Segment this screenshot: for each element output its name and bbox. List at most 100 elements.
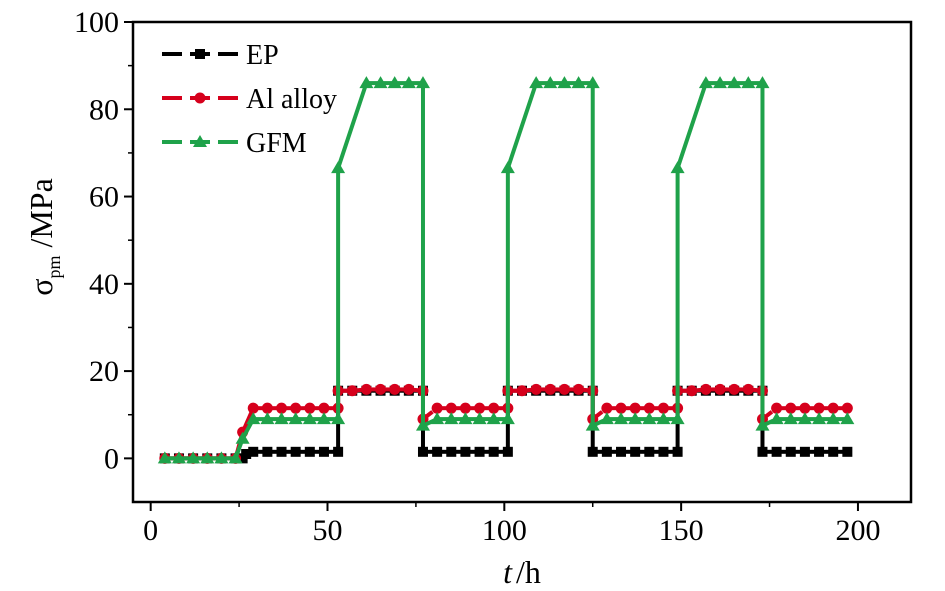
x-tick-label: 0	[143, 514, 158, 547]
data-point	[601, 402, 613, 414]
data-point	[642, 412, 657, 425]
legend: EP Al alloy GFM	[162, 40, 337, 159]
data-point	[302, 412, 317, 425]
data-point	[274, 412, 289, 425]
y-axis-label-unit: /MPa	[23, 178, 59, 247]
legend-marker	[195, 49, 205, 59]
data-point	[472, 412, 487, 425]
data-point	[601, 446, 612, 457]
data-point	[755, 418, 770, 431]
data-point	[585, 418, 600, 431]
series-line-segment	[336, 82, 369, 169]
data-point	[813, 402, 825, 414]
data-point	[698, 76, 713, 89]
data-point	[757, 446, 768, 457]
data-point	[248, 446, 259, 457]
data-point	[644, 446, 655, 457]
data-point	[460, 446, 471, 457]
x-axis-label-variable: t	[503, 554, 513, 590]
data-point	[783, 412, 798, 425]
data-point	[261, 402, 273, 414]
data-point	[769, 412, 784, 425]
data-point	[444, 412, 459, 425]
data-point	[500, 412, 515, 425]
data-point	[459, 402, 471, 414]
data-point	[500, 161, 515, 174]
data-point	[544, 383, 556, 395]
series-line-segment	[675, 82, 708, 169]
data-point	[246, 412, 261, 425]
legend-marker	[194, 92, 206, 104]
data-point	[799, 402, 811, 414]
legend-item-al-alloy: Al alloy	[162, 84, 337, 115]
data-point	[415, 76, 430, 89]
data-point	[331, 161, 346, 174]
data-point	[415, 418, 430, 431]
data-point	[488, 446, 499, 457]
data-point	[785, 402, 797, 414]
data-point	[614, 412, 629, 425]
data-point	[430, 412, 445, 425]
data-point	[842, 446, 853, 457]
data-point	[417, 446, 428, 457]
x-tick-label: 150	[659, 514, 704, 547]
x-tick-label: 200	[835, 514, 880, 547]
data-point	[771, 446, 782, 457]
legend-item-ep: EP	[162, 40, 279, 71]
data-point	[714, 383, 726, 395]
x-axis-label: t/h	[503, 554, 541, 590]
axis-labels: t/h σpm/MPa	[23, 178, 541, 590]
data-point	[741, 76, 756, 89]
y-axis-label-subscript: pm	[44, 256, 64, 279]
legend-label: GFM	[246, 128, 307, 159]
data-point	[657, 402, 669, 414]
data-point	[727, 76, 742, 89]
data-point	[840, 412, 855, 425]
data-point	[629, 402, 641, 414]
data-point	[445, 402, 457, 414]
legend-label: Al alloy	[246, 84, 337, 115]
y-tick-label: 0	[104, 442, 119, 475]
data-point	[401, 76, 416, 89]
data-point	[812, 412, 827, 425]
plot-frame	[131, 20, 913, 504]
data-point	[742, 383, 754, 395]
data-point	[262, 446, 273, 457]
data-point	[643, 402, 655, 414]
data-point	[488, 402, 500, 414]
data-point	[658, 446, 669, 457]
data-point	[247, 402, 259, 414]
data-point	[318, 402, 330, 414]
data-point	[530, 383, 542, 395]
data-point	[628, 412, 643, 425]
y-axis-label-symbol: σ	[23, 279, 59, 296]
data-point	[557, 76, 572, 89]
data-point	[785, 446, 796, 457]
data-point	[359, 76, 374, 89]
data-point	[288, 412, 303, 425]
data-point	[585, 76, 600, 89]
data-point	[432, 446, 443, 457]
data-point	[616, 446, 627, 457]
data-point	[797, 412, 812, 425]
data-point	[841, 402, 853, 414]
data-point	[346, 385, 358, 397]
series-line-segment	[505, 82, 539, 169]
data-point	[558, 383, 570, 395]
data-point	[290, 402, 302, 414]
data-point	[186, 451, 201, 464]
data-point	[157, 451, 172, 464]
data-point	[375, 383, 387, 395]
data-point	[486, 412, 501, 425]
data-point	[276, 446, 287, 457]
data-point	[316, 412, 331, 425]
data-point	[529, 76, 544, 89]
data-point	[656, 412, 671, 425]
data-point	[474, 446, 485, 457]
data-point	[290, 446, 301, 457]
data-point	[670, 412, 685, 425]
data-point	[615, 402, 627, 414]
legend-marker	[193, 135, 207, 147]
y-tick-label: 100	[74, 6, 119, 39]
